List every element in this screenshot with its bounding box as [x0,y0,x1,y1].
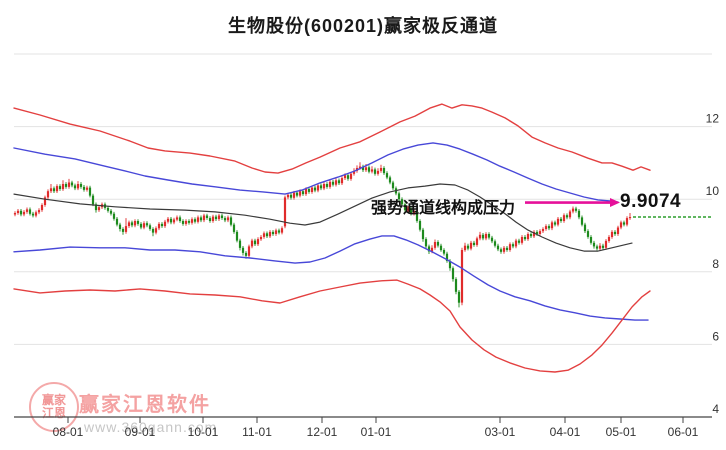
svg-text:6: 6 [712,329,719,343]
middle-black-life-line [13,183,633,252]
page-title: 生物股份(600201)赢家极反通道 [227,16,499,36]
lower-red-channel-line [13,279,651,373]
svg-text:4: 4 [712,402,719,416]
svg-text:11-01: 11-01 [242,425,272,439]
pressure-annotation: 强势通道线构成压力 [371,200,516,217]
svg-text:8: 8 [712,257,719,271]
gridlines [14,53,712,345]
candlestick-series [13,162,632,308]
svg-text:12: 12 [706,112,720,126]
svg-text:06-01: 06-01 [668,425,699,439]
svg-text:08-01: 08-01 [53,425,84,439]
svg-text:03-01: 03-01 [485,425,516,439]
watermark-url: www.360gann.com [84,419,218,435]
svg-text:05-01: 05-01 [606,425,637,439]
upper-blue-channel-line [13,142,619,203]
svg-text:12-01: 12-01 [307,425,338,439]
pressure-price-label: 9.9074 [620,191,682,212]
y-axis-labels: 12 10 8 6 4 [706,112,720,416]
svg-text:01-01: 01-01 [361,425,392,439]
watermark-seal-text-bottom: 江恩 [41,406,66,420]
svg-text:10: 10 [706,184,720,198]
lower-blue-channel-line [13,235,649,321]
upper-red-channel-line [13,103,651,174]
watermark-seal-text-top: 赢家 [41,393,66,408]
x-axis: 08-01 09-01 10-01 11-01 12-01 01-01 03-01 04-01… [14,416,712,439]
watermark-software-name: 赢家江恩软件 [79,394,211,416]
svg-text:09-01: 09-01 [125,425,156,439]
svg-text:04-01: 04-01 [550,425,581,439]
watermark-seal-logo: 赢家 江恩 [29,382,79,432]
pressure-arrow [525,198,620,208]
svg-text:10-01: 10-01 [188,425,219,439]
